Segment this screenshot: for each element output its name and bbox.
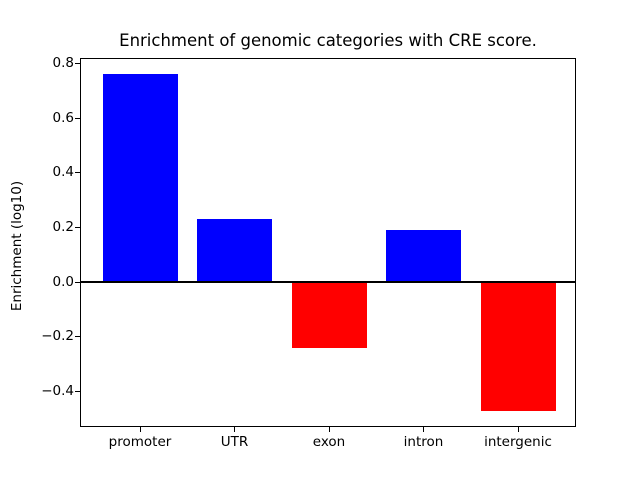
y-tick-mark [75,172,80,174]
y-tick-label: −0.4 [41,382,74,399]
x-tick-mark [517,427,519,432]
x-tick-mark [328,427,330,432]
y-tick-label: −0.2 [41,328,74,345]
y-axis-label: Enrichment (log10) [9,180,25,312]
x-tick-label-UTR: UTR [220,434,249,450]
x-tick-label-exon: exon [312,434,346,450]
y-tick-mark [75,390,80,392]
x-tick-label-promoter: promoter [108,434,172,450]
bar-exon [291,282,367,348]
chart-title: Enrichment of genomic categories with CR… [119,31,537,50]
bar-intergenic [480,282,556,411]
y-tick-label: 0.0 [52,273,74,290]
y-tick-mark [75,62,80,64]
x-tick-mark [139,427,141,432]
x-tick-mark [423,427,424,432]
x-tick-label-intron: intron [403,434,444,450]
y-tick-label: 0.6 [52,109,74,126]
y-tick-mark [75,117,80,119]
y-tick-label: 0.8 [52,54,74,71]
y-tick-mark [75,336,80,338]
bar-promoter [102,74,178,283]
bar-intron [386,230,461,283]
y-tick-label: 0.4 [52,164,74,181]
y-tick-mark [75,281,80,283]
y-tick-mark [75,226,80,228]
x-tick-label-intergenic: intergenic [484,434,552,450]
zero-line [80,281,576,284]
y-tick-label: 0.2 [52,218,74,235]
x-tick-mark [234,427,235,432]
bar-UTR [197,219,272,283]
